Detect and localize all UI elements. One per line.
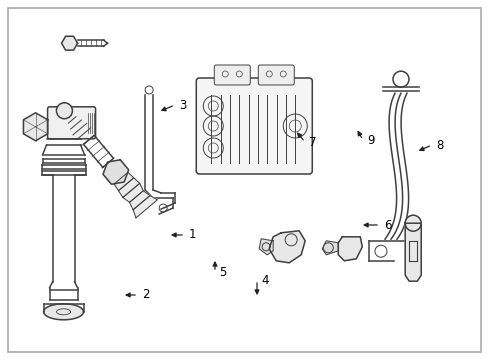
Text: 8: 8 (435, 139, 443, 152)
Polygon shape (268, 231, 305, 263)
Polygon shape (129, 191, 150, 210)
Polygon shape (23, 113, 48, 141)
Text: 3: 3 (179, 99, 186, 112)
Text: 5: 5 (219, 266, 226, 279)
Polygon shape (43, 304, 83, 320)
Polygon shape (405, 223, 420, 281)
Text: 2: 2 (142, 288, 149, 302)
Polygon shape (322, 241, 338, 255)
Circle shape (56, 103, 72, 119)
Text: 9: 9 (366, 134, 374, 147)
FancyBboxPatch shape (258, 65, 294, 85)
Text: 7: 7 (308, 135, 316, 149)
Polygon shape (61, 36, 78, 50)
Polygon shape (259, 239, 273, 255)
Polygon shape (338, 237, 362, 261)
Polygon shape (133, 195, 157, 218)
Text: 6: 6 (383, 219, 391, 231)
Polygon shape (103, 160, 128, 184)
Polygon shape (118, 178, 140, 198)
Text: 4: 4 (261, 274, 268, 287)
FancyBboxPatch shape (196, 78, 312, 174)
Polygon shape (114, 172, 134, 191)
Circle shape (405, 215, 420, 231)
Polygon shape (122, 183, 143, 202)
Text: 1: 1 (189, 229, 196, 242)
FancyBboxPatch shape (47, 107, 95, 139)
FancyBboxPatch shape (214, 65, 250, 85)
